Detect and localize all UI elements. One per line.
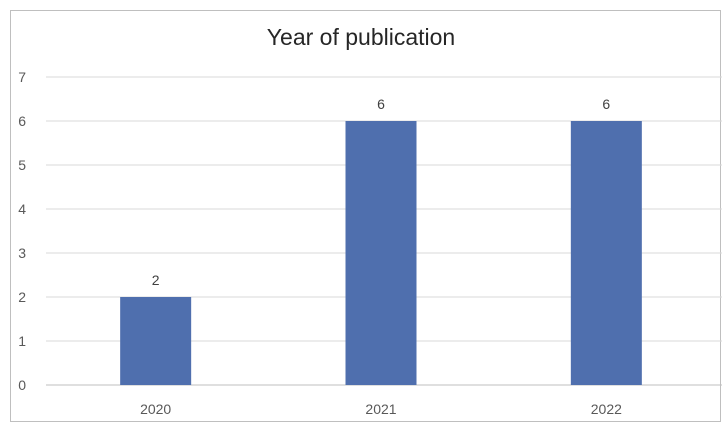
bar-2020 — [120, 297, 192, 385]
chart-title: Year of publication — [266, 24, 456, 50]
y-tick-label: 0 — [18, 377, 26, 393]
y-tick-label: 2 — [18, 289, 26, 305]
data-labels: 2 6 6 — [152, 96, 611, 288]
data-label-2022: 6 — [602, 96, 610, 112]
x-tick-label-2020: 2020 — [140, 401, 171, 417]
y-tick-label: 1 — [18, 333, 26, 349]
bars — [120, 121, 642, 385]
y-tick-label: 4 — [18, 201, 26, 217]
x-tick-label-2021: 2021 — [365, 401, 396, 417]
y-tick-label: 5 — [18, 157, 26, 173]
y-tick-label: 3 — [18, 245, 26, 261]
data-label-2020: 2 — [152, 272, 160, 288]
bar-2021 — [345, 121, 417, 385]
x-axis: 2020 2021 2022 — [140, 401, 622, 417]
y-axis: 0 1 2 3 4 5 6 7 — [18, 69, 26, 393]
x-tick-label-2022: 2022 — [591, 401, 622, 417]
data-label-2021: 6 — [377, 96, 385, 112]
y-tick-label: 7 — [18, 69, 26, 85]
y-tick-label: 6 — [18, 113, 26, 129]
bar-2022 — [570, 121, 642, 385]
